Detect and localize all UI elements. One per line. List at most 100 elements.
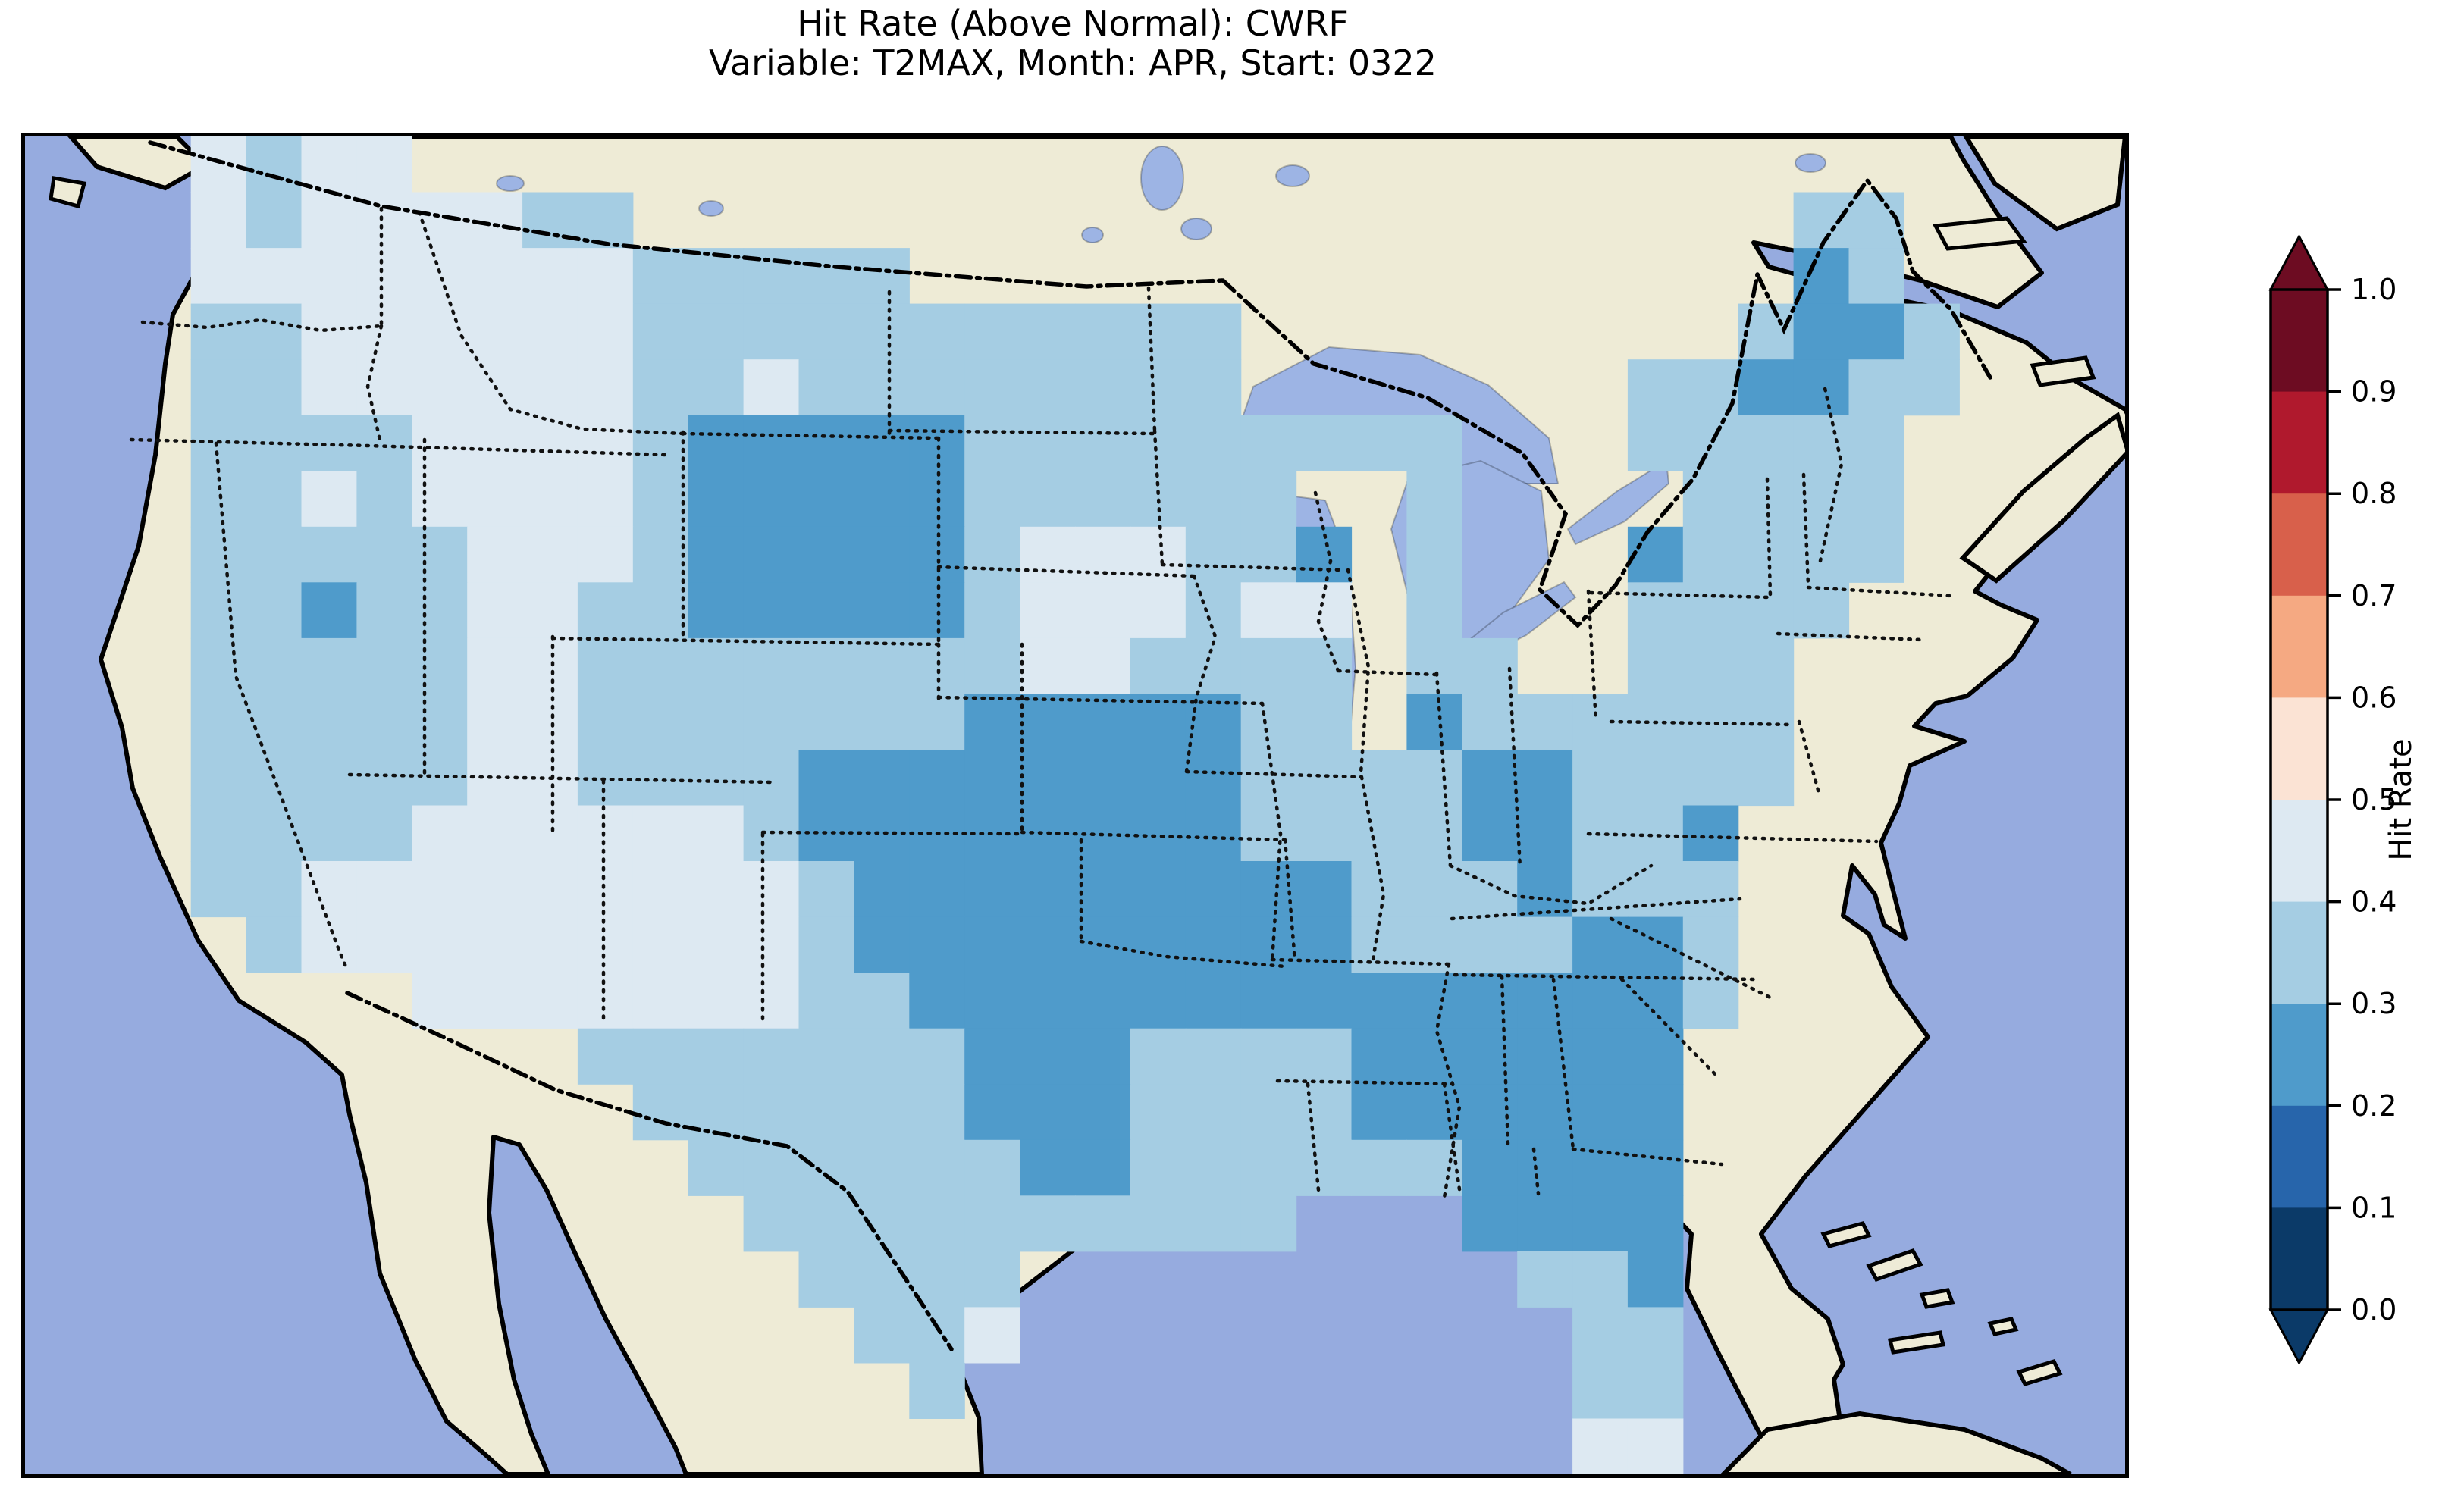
grid-cell [190, 582, 247, 639]
grid-cell [522, 192, 578, 249]
grid-cell [467, 303, 523, 360]
grid-cell [1572, 1418, 1629, 1474]
grid-cell [1738, 694, 1795, 750]
grid-cell [522, 526, 578, 583]
grid-cell [1130, 1139, 1187, 1196]
grid-cell [688, 526, 745, 583]
grid-cell [1185, 1084, 1242, 1141]
colorbar-segment [2271, 1207, 2328, 1311]
colorbar-segment [2271, 1004, 2328, 1107]
newfoundland [1963, 136, 2125, 232]
grid-cell [1462, 637, 1518, 694]
grid-cell [1682, 637, 1739, 694]
island-small-nw [49, 176, 87, 209]
grid-cell [854, 694, 910, 750]
grid-cell [467, 526, 523, 583]
colorbar-arrow-under [2268, 1308, 2330, 1366]
grid-cell [854, 471, 910, 528]
grid-cell [1738, 750, 1795, 807]
lake-canada-3 [698, 200, 724, 217]
grid-cell [522, 303, 578, 360]
grid-cell [632, 1084, 689, 1141]
grid-cell [909, 1139, 965, 1196]
grid-cell [798, 471, 854, 528]
grid-cell [412, 526, 468, 583]
grid-cell [1020, 973, 1076, 1029]
bahamas-islands [1820, 1221, 2063, 1387]
grid-cell [964, 861, 1020, 918]
grid-cell [1240, 861, 1297, 918]
colorbar-segment [2271, 1105, 2328, 1208]
grid-cell [1185, 526, 1242, 583]
grid-cell [632, 637, 689, 694]
grid-cell [1627, 861, 1684, 918]
grid-cell [522, 637, 578, 694]
grid-cell [1904, 303, 1960, 360]
grid-cell [1904, 359, 1960, 416]
grid-cell [964, 582, 1020, 639]
grid-cell [1020, 916, 1076, 973]
grid-cell [798, 582, 854, 639]
grid-cell [356, 471, 412, 528]
grid-cell [1517, 805, 1573, 862]
grid-cell [1240, 471, 1297, 528]
grid-cell [412, 248, 468, 305]
grid-cell [1848, 248, 1904, 305]
grid-cell [356, 359, 412, 416]
grid-cell [1075, 1139, 1131, 1196]
colorbar-segment [2271, 290, 2328, 393]
grid-cell [1075, 916, 1131, 973]
grid-cell [1020, 1028, 1076, 1085]
grid-cell [1130, 1028, 1187, 1085]
grid-cell [301, 637, 357, 694]
grid-cell [467, 471, 523, 528]
colorbar-tick-label: 0.9 [2351, 375, 2397, 409]
grid-cell [688, 861, 745, 918]
grid-cell [356, 526, 412, 583]
grid-cell [1185, 415, 1242, 471]
grid-cell [1020, 750, 1076, 807]
grid-cell [854, 1139, 910, 1196]
grid-cell [909, 861, 965, 918]
grid-cell [301, 192, 357, 249]
grid-cell [909, 637, 965, 694]
grid-cell [1517, 1251, 1573, 1308]
grid-cell [1517, 1084, 1573, 1141]
grid-cell [1240, 1028, 1297, 1085]
grid-cell [798, 916, 854, 973]
grid-cell [522, 248, 578, 305]
grid-cell [301, 359, 357, 416]
grid-cell [1185, 471, 1242, 528]
grid-cell [854, 415, 910, 471]
grid-cell [246, 861, 303, 918]
grid-cell [467, 415, 523, 471]
grid-cell [798, 1084, 854, 1141]
title-line2: Variable: T2MAX, Month: APR, Start: 0322 [709, 42, 1437, 83]
grid-cell [1517, 973, 1573, 1029]
grid-cell [798, 861, 854, 918]
grid-cell [522, 582, 578, 639]
grid-cell [798, 248, 854, 305]
grid-cell [798, 1195, 854, 1252]
grid-cell [909, 1084, 965, 1141]
grid-cell [412, 471, 468, 528]
grid-cell [1406, 471, 1462, 528]
grid-cell [1351, 1139, 1407, 1196]
grid-cell [1020, 637, 1076, 694]
grid-cell [688, 694, 745, 750]
grid-cell [246, 359, 303, 416]
grid-cell [688, 973, 745, 1029]
grid-cell [1296, 1028, 1353, 1085]
colorbar-tick-label: 0.8 [2351, 477, 2397, 510]
grid-cell [964, 973, 1020, 1029]
grid-cell [1572, 1028, 1629, 1085]
grid-cell [412, 916, 468, 973]
grid-cell [1406, 750, 1462, 807]
grid-cell [1793, 582, 1850, 639]
grid-cell [246, 192, 303, 249]
grid-cell [743, 750, 800, 807]
grid-cell [1572, 1195, 1629, 1252]
grid-cell [964, 471, 1020, 528]
grid-cell [1406, 973, 1462, 1029]
grid-cell [1517, 1139, 1573, 1196]
